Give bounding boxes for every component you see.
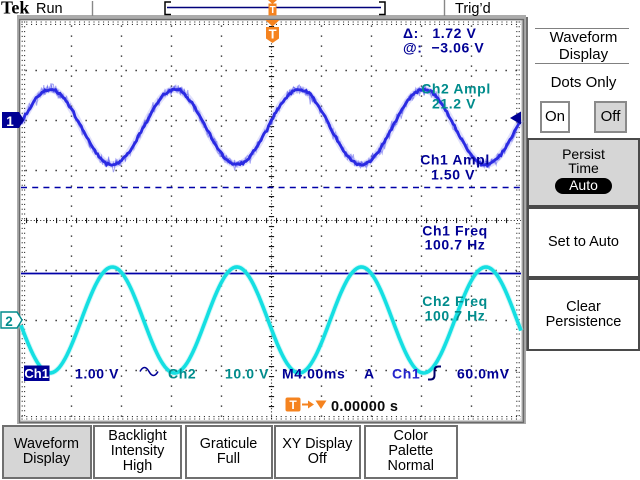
svg-text:@: −3.06 V: @: −3.06 V bbox=[403, 40, 484, 56]
svg-text:10.0 V: 10.0 V bbox=[225, 366, 269, 382]
svg-text:Run: Run bbox=[36, 1, 63, 17]
svg-text:1: 1 bbox=[6, 114, 14, 129]
svg-text:0.00000 s: 0.00000 s bbox=[331, 399, 398, 415]
svg-text:Ch2 Ampl: Ch2 Ampl bbox=[421, 81, 491, 97]
svg-text:M4.00ms: M4.00ms bbox=[282, 366, 345, 382]
svg-text:Ch1: Ch1 bbox=[392, 366, 420, 382]
svg-text:T: T bbox=[289, 398, 297, 412]
svg-text:2: 2 bbox=[5, 314, 13, 329]
svg-text:Ch2 Freq: Ch2 Freq bbox=[422, 293, 487, 309]
svg-text:100.7 Hz: 100.7 Hz bbox=[425, 237, 486, 253]
svg-text:60.0mV: 60.0mV bbox=[457, 366, 510, 382]
svg-text:T: T bbox=[270, 5, 276, 16]
svg-text:Ch2: Ch2 bbox=[168, 366, 196, 382]
svg-text:Tek: Tek bbox=[1, 0, 29, 18]
svg-text:1.50 V: 1.50 V bbox=[431, 167, 475, 183]
svg-text:100.7 Hz: 100.7 Hz bbox=[425, 308, 486, 324]
svg-text:T: T bbox=[269, 27, 277, 42]
svg-text:Trig’d: Trig’d bbox=[455, 1, 491, 17]
svg-text:Ch1: Ch1 bbox=[24, 366, 49, 381]
svg-text:Ch1 Ampl: Ch1 Ampl bbox=[420, 152, 490, 168]
svg-text:Ch1 Freq: Ch1 Freq bbox=[422, 223, 487, 239]
svg-text:1.00 V: 1.00 V bbox=[75, 366, 119, 382]
svg-text:A: A bbox=[364, 366, 375, 382]
svg-text:Δ: 1.72 V: Δ: 1.72 V bbox=[403, 25, 477, 41]
svg-text:21.2 V: 21.2 V bbox=[432, 96, 476, 112]
